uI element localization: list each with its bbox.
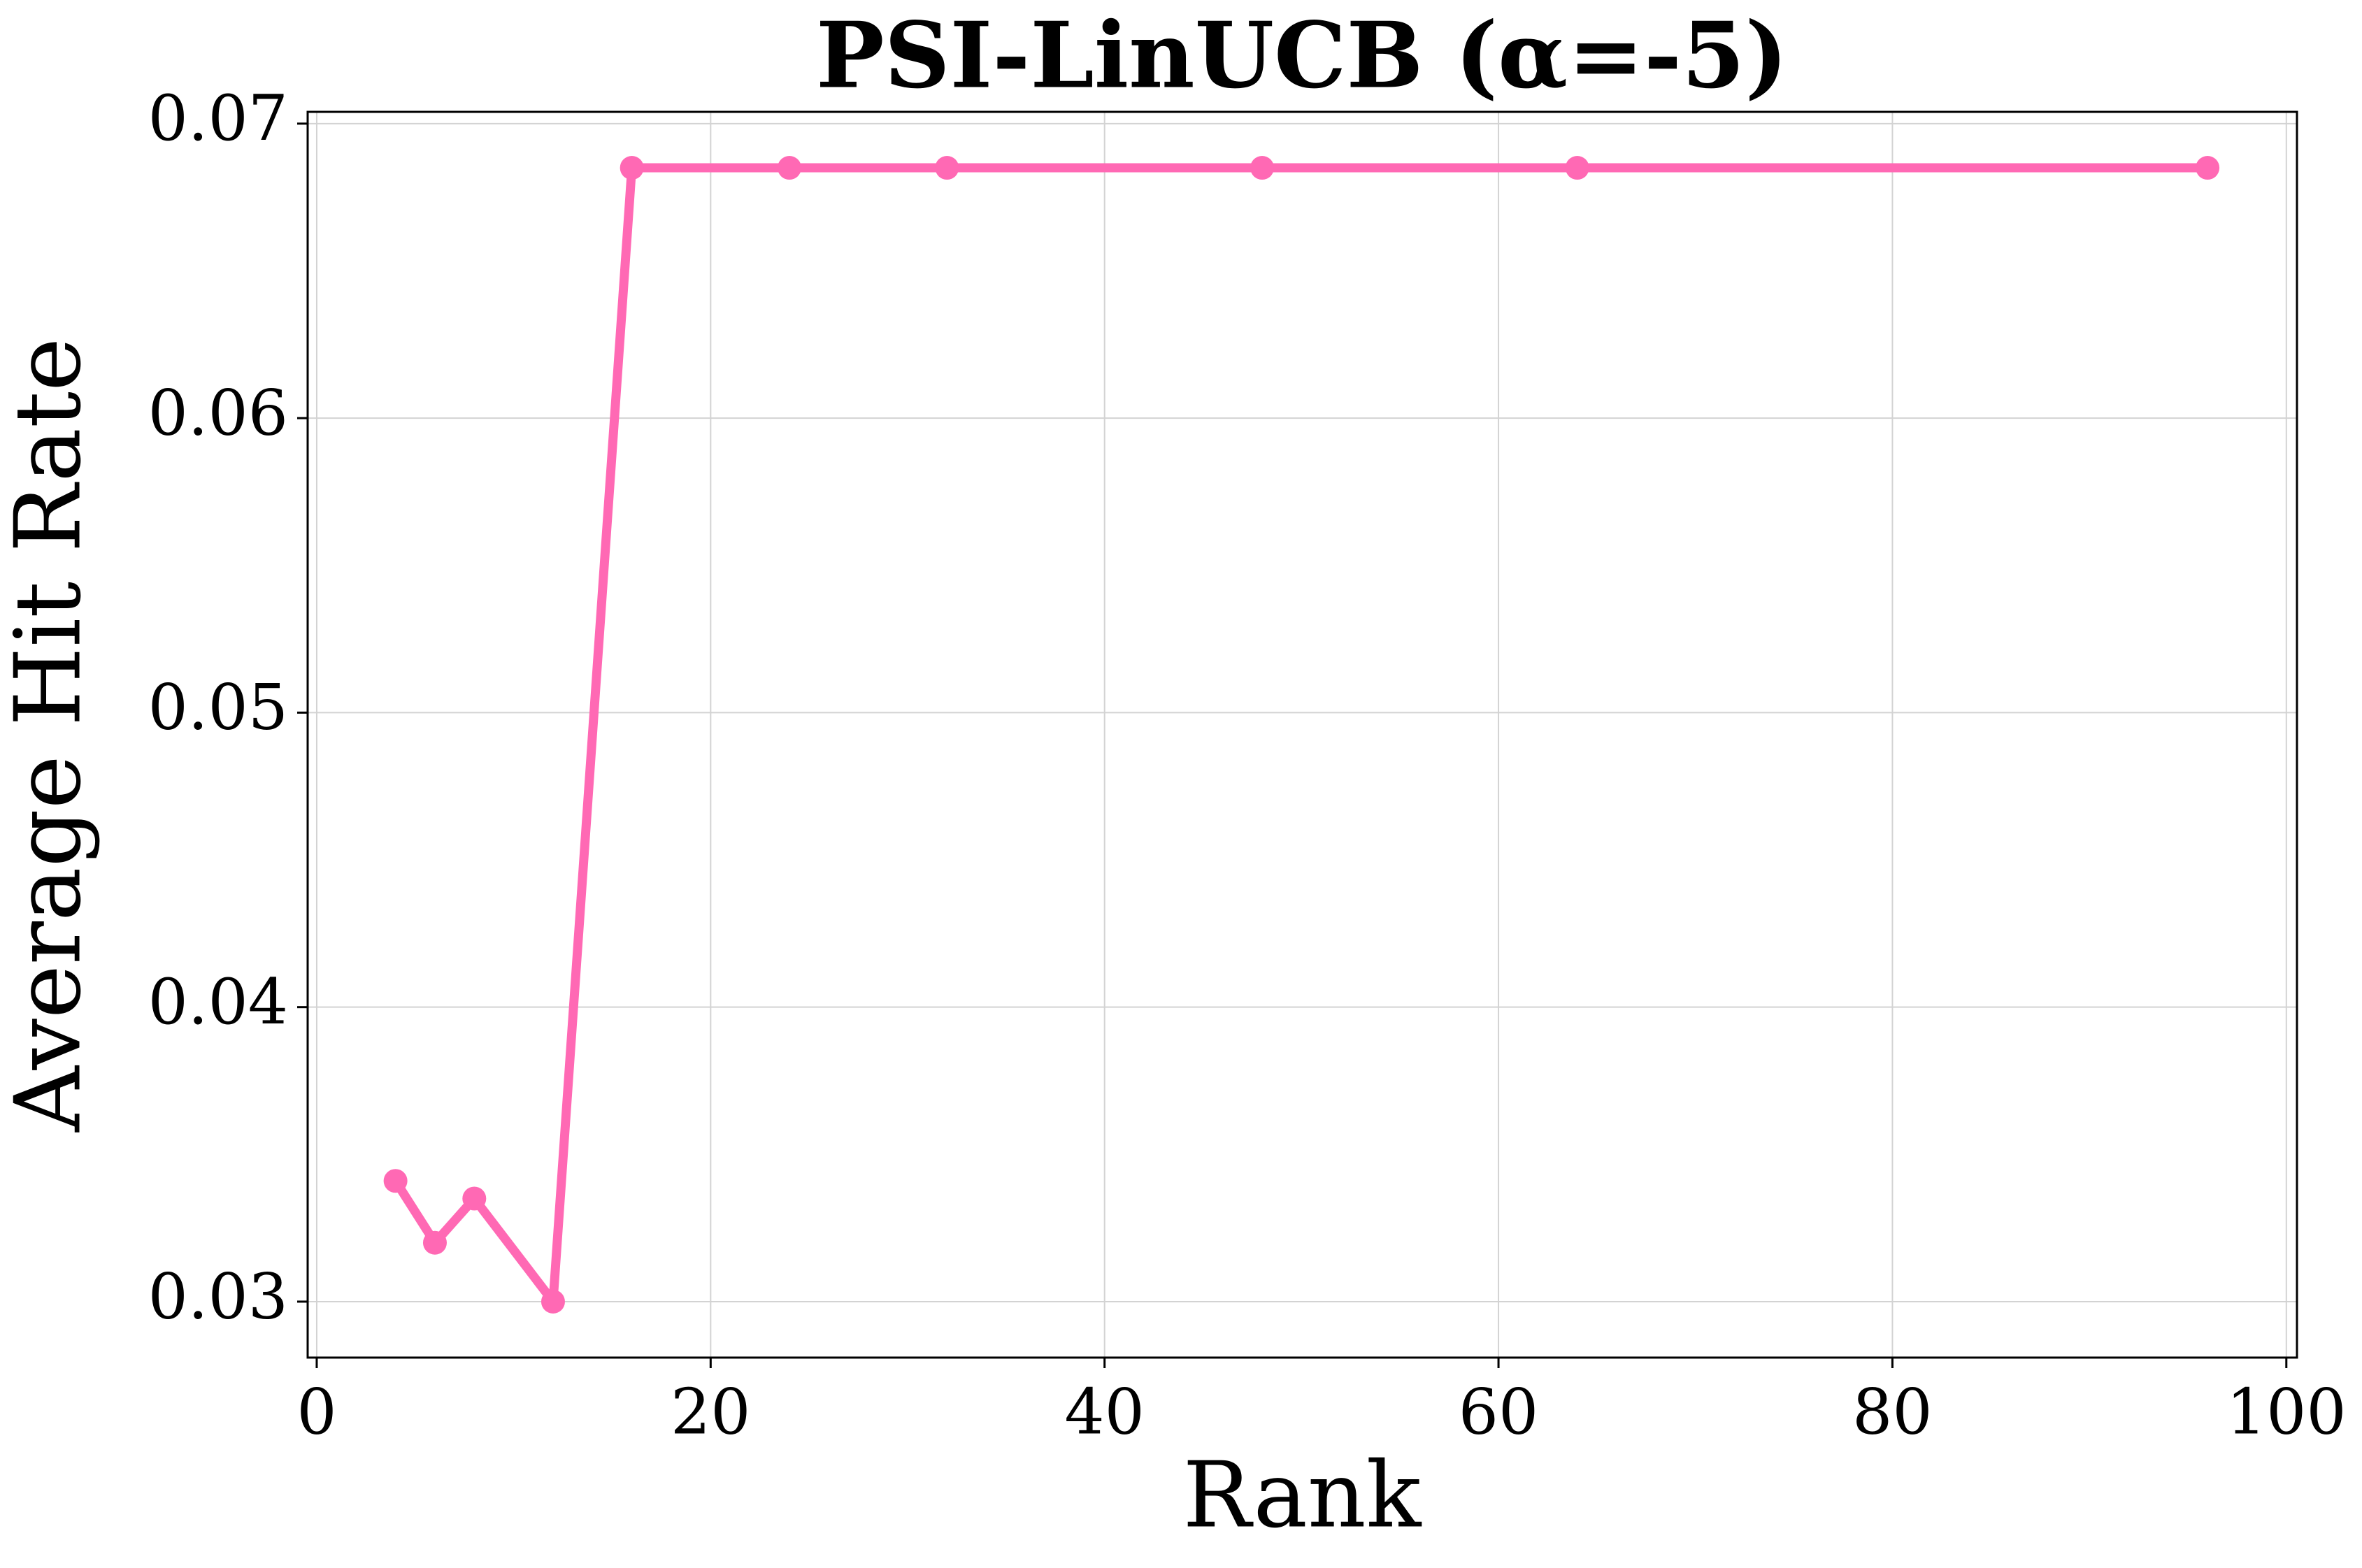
y-tick-label: 0.03 — [148, 1260, 288, 1333]
y-axis-label: Average Hit Rate — [0, 338, 101, 1132]
data-point — [541, 1289, 565, 1314]
y-tick-label: 0.04 — [148, 965, 288, 1039]
data-point — [2196, 156, 2220, 180]
data-point — [462, 1186, 487, 1211]
y-tick-label: 0.07 — [148, 82, 288, 155]
chart-title: PSI-LinUCB (α=-5) — [816, 2, 1788, 109]
x-tick-label: 60 — [1459, 1375, 1539, 1448]
data-line — [392, 163, 2208, 1307]
y-tick-label: 0.06 — [148, 376, 288, 449]
data-point — [935, 156, 959, 180]
x-tick-label: 100 — [2226, 1375, 2347, 1448]
x-tick-label: 0 — [296, 1375, 336, 1448]
x-axis-label: Rank — [1183, 1442, 1422, 1548]
x-tick-label: 20 — [671, 1375, 751, 1448]
data-point — [1565, 156, 1589, 180]
data-point — [422, 1230, 447, 1255]
data-point — [383, 1169, 408, 1193]
plot-frame — [306, 110, 2298, 1359]
y-tick-label: 0.05 — [148, 671, 288, 745]
x-tick-label: 40 — [1064, 1375, 1145, 1448]
data-point — [1250, 156, 1275, 180]
data-point — [777, 156, 801, 180]
x-tick-label: 80 — [1852, 1375, 1933, 1448]
data-point — [620, 156, 644, 180]
